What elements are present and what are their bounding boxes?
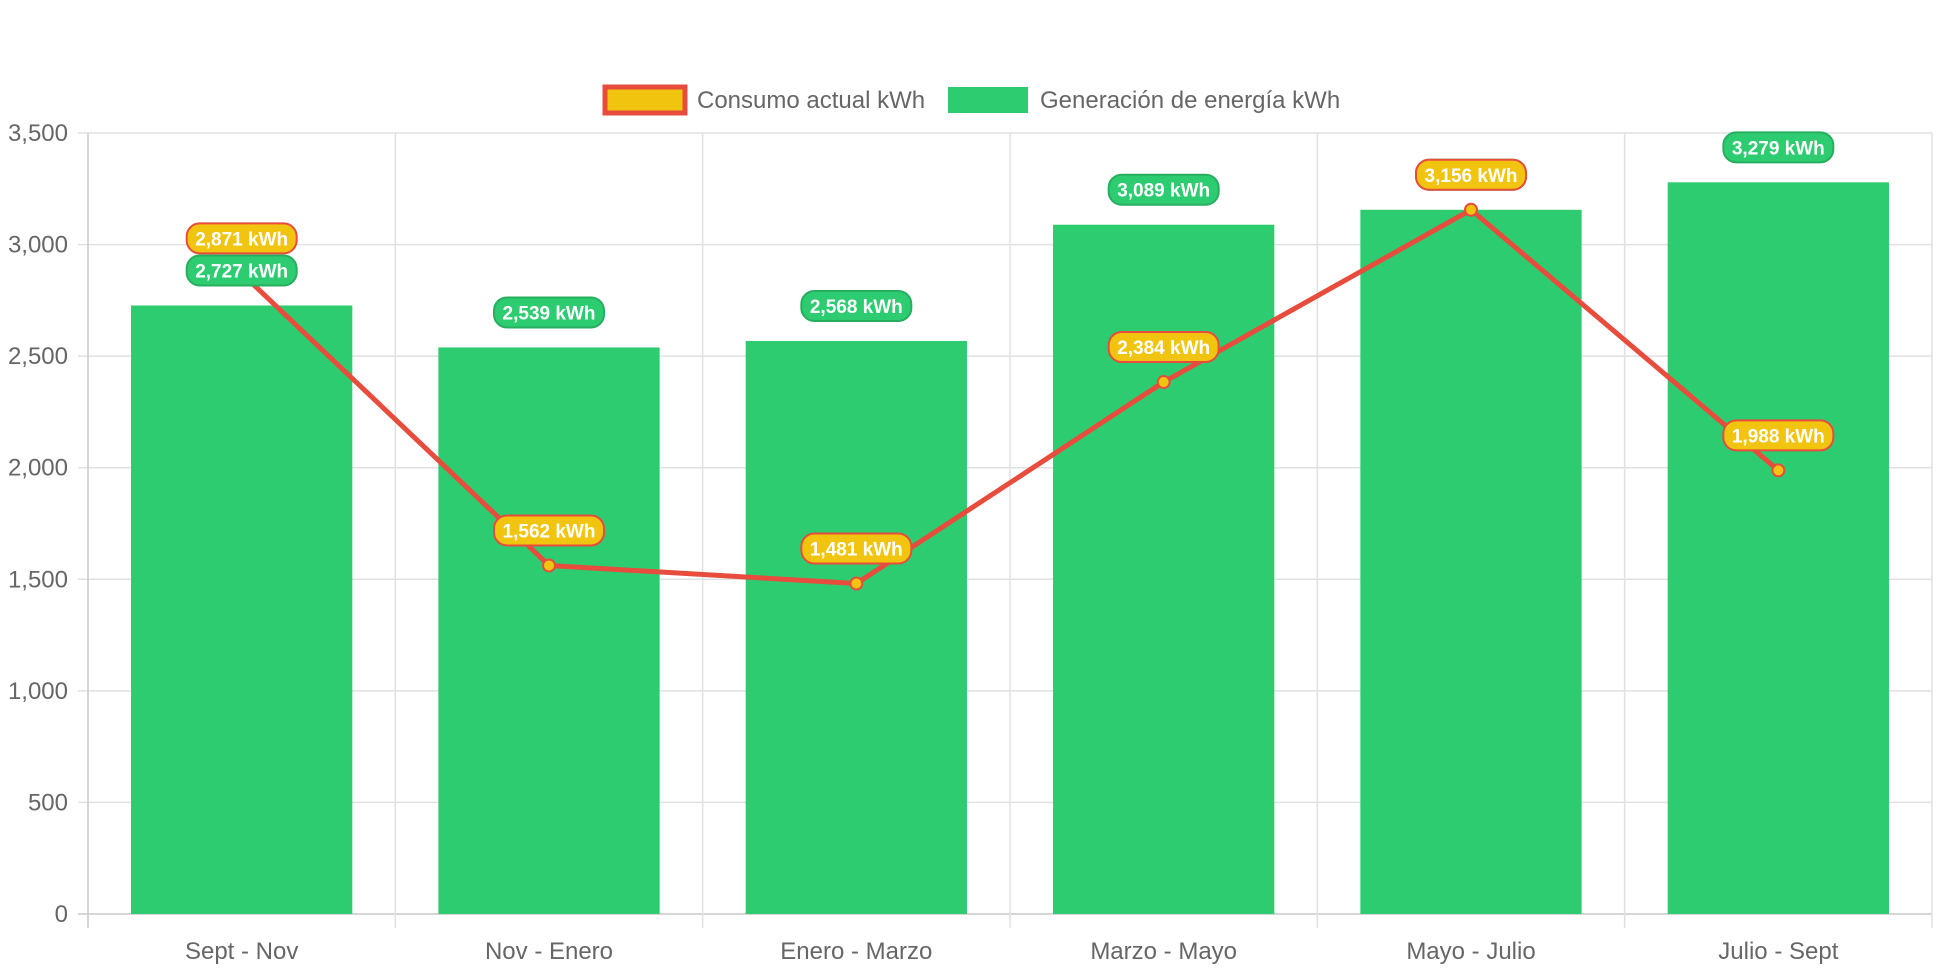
x-tick-label: Sept - Nov: [185, 938, 298, 965]
bar-generacion[interactable]: [1053, 224, 1275, 914]
consumo-point[interactable]: [849, 576, 864, 591]
line-data-label-bg: [1415, 158, 1527, 191]
line-data-label-bg: [493, 514, 605, 547]
legend-swatch-generacion[interactable]: [948, 87, 1028, 113]
bar-data-label: 3,089 kWh: [1107, 173, 1220, 206]
legend[interactable]: Consumo actual kWh Generación de energía …: [602, 84, 1340, 116]
x-tick-label: Mayo - Julio: [1406, 938, 1535, 965]
bar-data-label-bg: [1107, 173, 1220, 206]
y-tick-label: 2,000: [8, 455, 68, 482]
legend-label-consumo[interactable]: Consumo actual kWh: [697, 87, 925, 114]
x-tick-label: Marzo - Mayo: [1090, 938, 1237, 965]
y-tick-label: 0: [55, 901, 68, 928]
x-tick-label: Julio - Sept: [1718, 938, 1838, 965]
grid: [78, 132, 1933, 928]
bar-data-label: 2,568 kWh: [800, 289, 913, 322]
line-data-label-text: 2,384 kWh: [1117, 338, 1210, 359]
y-tick-label: 3,500: [8, 120, 68, 147]
line-data-label: 2,871 kWh: [185, 222, 298, 255]
x-tick-label: Enero - Marzo: [780, 938, 932, 965]
bar-data-label-text: 2,568 kWh: [810, 297, 903, 318]
bar-data-label: 3,279 kWh: [1722, 131, 1835, 164]
bar-generacion[interactable]: [1360, 209, 1582, 915]
line-data-label-text: 2,871 kWh: [195, 229, 288, 250]
bar-generacion[interactable]: [1667, 182, 1889, 914]
line-data-label-text: 1,562 kWh: [503, 521, 596, 542]
bar-data-label: 2,539 kWh: [493, 296, 605, 329]
legend-label-generacion[interactable]: Generación de energía kWh: [1040, 87, 1340, 114]
bar-generacion[interactable]: [745, 340, 967, 915]
line-data-label: 1,481 kWh: [800, 532, 913, 565]
y-tick-label: 1,000: [8, 678, 68, 705]
x-tick-label: Nov - Enero: [485, 938, 613, 965]
line-data-label-bg: [185, 222, 298, 255]
consumo-point[interactable]: [1464, 202, 1478, 217]
consumption-line: [234, 202, 1786, 591]
line-data-label-bg: [800, 532, 913, 565]
bar-data-label-bg: [185, 254, 298, 287]
bar-data-label-text: 2,539 kWh: [503, 303, 596, 324]
bar-data-label-text: 3,089 kWh: [1117, 181, 1210, 202]
bar-data-label-bg: [493, 296, 605, 329]
bar-data-label-text: 2,727 kWh: [195, 261, 288, 282]
legend-swatch-consumo[interactable]: [602, 84, 688, 116]
line-data-label-bg: [1722, 419, 1835, 452]
line-data-label: 2,384 kWh: [1107, 331, 1220, 364]
consumo-point[interactable]: [542, 558, 556, 573]
line-data-label: 1,562 kWh: [493, 514, 605, 547]
line-data-label-text: 1,481 kWh: [810, 540, 903, 561]
line-data-label: 3,156 kWh: [1415, 158, 1527, 191]
bar-data-label-bg: [1722, 131, 1835, 164]
y-tick-label: 1,500: [8, 566, 68, 593]
bar-data-label-bg: [800, 289, 913, 322]
line-data-label-text: 3,156 kWh: [1425, 166, 1518, 187]
axes: 0 500 1,000 1,500 2,000 2,500 3,000 3,500 Sept -…: [8, 120, 1839, 965]
bar-generacion[interactable]: [131, 305, 353, 914]
line-data-label-bg: [1107, 331, 1220, 364]
data-labels: 2,727 kWh 2,539 kWh 2,568 kWh 3,089 kWh 3,15…: [185, 131, 1835, 565]
consumo-point[interactable]: [1771, 463, 1786, 478]
consumo-point[interactable]: [1156, 375, 1171, 390]
bar-data-label-text: 3,279 kWh: [1732, 138, 1825, 159]
y-tick-label: 2,500: [8, 343, 68, 370]
line-data-label-text: 1,988 kWh: [1732, 426, 1825, 447]
bar-generacion[interactable]: [438, 347, 660, 914]
y-tick-label: 3,000: [8, 232, 68, 259]
consumo-line-path: [239, 207, 1780, 587]
bar-data-label: 2,727 kWh: [185, 254, 298, 287]
line-data-label: 1,988 kWh: [1722, 419, 1835, 452]
y-tick-label: 500: [28, 789, 68, 816]
